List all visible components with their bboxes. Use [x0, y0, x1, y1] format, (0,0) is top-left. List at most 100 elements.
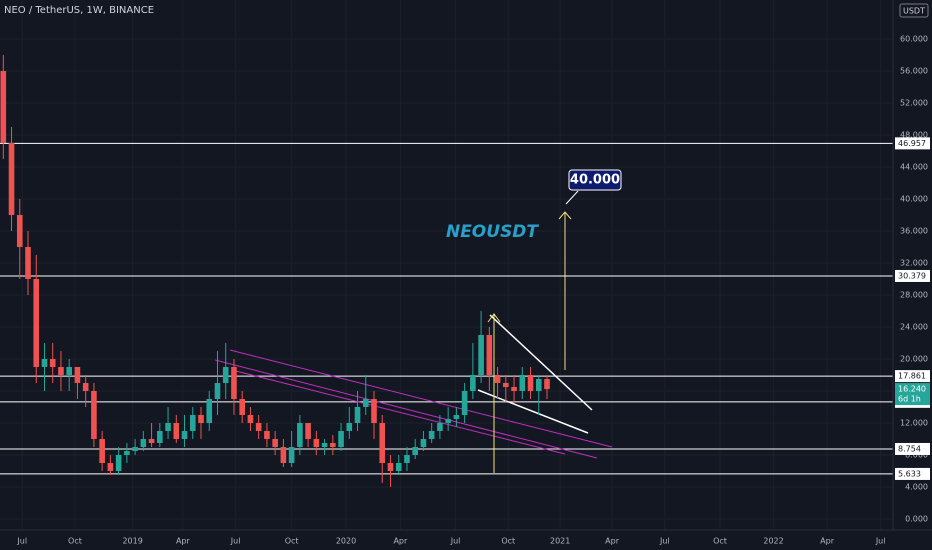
- y-tick-label: 44.000: [900, 163, 928, 172]
- level-tag: [895, 370, 930, 383]
- candle-body: [428, 431, 435, 439]
- x-tick-label: 2020: [336, 537, 356, 546]
- x-tick-label: Oct: [285, 537, 299, 546]
- candle-body: [503, 383, 509, 387]
- x-tick-label: 2021: [550, 537, 570, 546]
- candle-body: [527, 375, 534, 391]
- candle-body: [124, 451, 130, 455]
- x-tick-label: Jul: [230, 537, 241, 546]
- candle-body: [288, 447, 295, 463]
- x-tick-label: Jul: [659, 537, 670, 546]
- annotation: NEOUSDT: [446, 222, 539, 242]
- level-tag: [895, 269, 930, 282]
- x-tick-label: Jul: [450, 537, 461, 546]
- x-tick-label: 2019: [122, 537, 142, 546]
- triangle-line: [489, 314, 593, 411]
- candle-body: [66, 367, 72, 375]
- countdown: 6d 1h: [898, 395, 921, 404]
- x-tick-label: Jul: [875, 537, 886, 546]
- candle-body: [511, 387, 517, 391]
- candle-body: [272, 439, 278, 447]
- currency: USDT: [903, 7, 925, 16]
- x-tick-label: Jul: [16, 537, 27, 546]
- candle-body: [338, 431, 344, 447]
- currency-box: [899, 3, 929, 18]
- level-label: 5.633: [898, 469, 921, 478]
- y-tick-label: 28.000: [900, 291, 928, 300]
- candle-body: [420, 439, 427, 447]
- y-tick-label: 8.000: [905, 451, 928, 460]
- candle-body: [354, 407, 361, 423]
- level-label: 30.379: [898, 271, 926, 280]
- candle-body: [362, 399, 369, 407]
- candle-body: [330, 443, 336, 447]
- candle-body: [0, 71, 7, 143]
- candle-body: [25, 247, 31, 279]
- target-arrowhead: [558, 211, 572, 220]
- y-tick-label: 24.000: [900, 323, 928, 332]
- candle-body: [181, 431, 188, 439]
- level-label: 46.957: [898, 139, 926, 148]
- candle-body: [395, 463, 402, 471]
- candle-body: [173, 423, 180, 439]
- candle-body: [115, 455, 122, 471]
- candle-body: [412, 447, 418, 455]
- candle-body: [140, 439, 147, 447]
- candle-body: [478, 335, 484, 375]
- y-tick-label: 40.000: [900, 195, 928, 204]
- candle-body: [198, 415, 204, 423]
- target-callout: 40.000: [568, 169, 622, 191]
- candle-body: [157, 431, 163, 443]
- channel-line: [214, 359, 598, 459]
- candle-body: [41, 359, 48, 367]
- candles: [0, 55, 550, 487]
- candle-body: [58, 367, 64, 375]
- candle-body: [264, 431, 270, 439]
- y-tick-label: 32.000: [900, 259, 928, 268]
- y-tick-label: 0.000: [905, 515, 928, 524]
- candle-body: [313, 439, 320, 447]
- candle-body: [239, 399, 245, 415]
- candle-body: [486, 335, 493, 375]
- candle-body: [8, 143, 15, 215]
- x-tick-label: Apr: [605, 537, 620, 546]
- callout-pointer: [565, 190, 579, 205]
- y-tick-label: 48.000: [900, 131, 928, 140]
- candle-body: [321, 443, 328, 447]
- candle-body: [387, 463, 394, 471]
- x-tick-label: Oct: [713, 537, 727, 546]
- candle-body: [231, 367, 237, 399]
- level-tag: [895, 467, 930, 480]
- candle-body: [91, 391, 97, 439]
- x-tick-label: Apr: [393, 537, 408, 546]
- grid: [0, 0, 893, 530]
- candle-body: [470, 375, 476, 391]
- y-tick-label: 20.000: [900, 355, 928, 364]
- candle-body: [74, 367, 81, 383]
- pole-arrowhead: [487, 313, 501, 323]
- candle-body: [535, 379, 542, 391]
- candle-body: [33, 279, 40, 367]
- x-tick-label: Apr: [820, 537, 835, 546]
- last-price-tag: [895, 383, 930, 406]
- candle-body: [346, 423, 353, 431]
- y-tick-label: 12.000: [900, 419, 928, 428]
- candle-body: [107, 463, 114, 471]
- candle-body: [453, 415, 460, 419]
- candle-body: [214, 383, 221, 399]
- candle-body: [544, 379, 550, 390]
- candle-body: [461, 391, 468, 415]
- levels: [0, 142, 893, 475]
- candle-body: [494, 375, 501, 383]
- candle-body: [379, 423, 386, 463]
- candle-body: [305, 423, 311, 439]
- level-label: 8.754: [898, 444, 921, 453]
- axis-labels: 0.0004.0008.00012.00016.00020.00024.0002…: [16, 35, 930, 546]
- candle-body: [445, 419, 451, 423]
- candle-body: [82, 383, 89, 391]
- candle-body: [99, 439, 105, 463]
- callout-box: [568, 169, 622, 191]
- triangle-line: [477, 389, 589, 434]
- candle-body: [206, 399, 213, 423]
